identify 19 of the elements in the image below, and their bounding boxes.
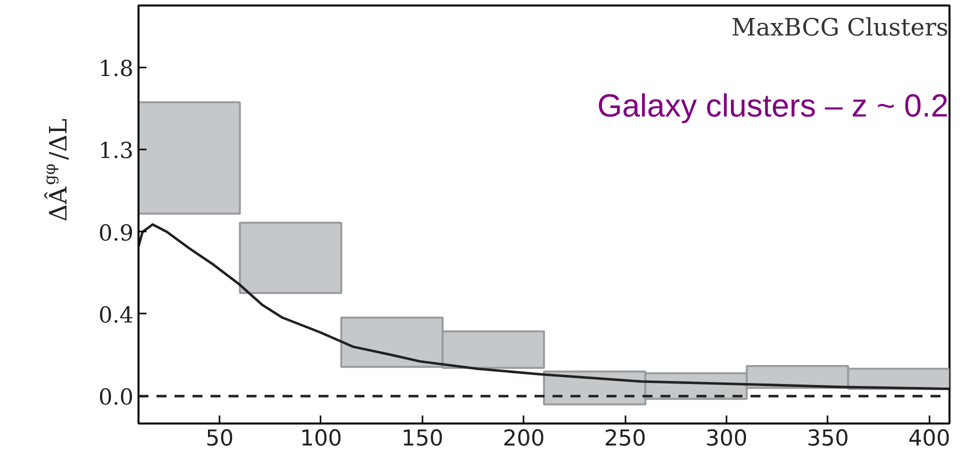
x-tick-label: 150	[401, 426, 444, 452]
x-tick-label: 300	[705, 426, 748, 452]
bar	[238, 222, 342, 294]
y-tick-label: 1.8	[98, 57, 134, 82]
y-axis-title: ΔÂgφ/ΔL	[40, 118, 72, 222]
x-tick-label: 400	[908, 426, 950, 452]
y-tick-label: 1.3	[98, 139, 134, 164]
x-tick-label: 50	[206, 426, 234, 452]
annotation: MaxBCG Clusters	[731, 14, 949, 42]
x-tick-label: 350	[806, 426, 849, 452]
y-tick-label: 0.9	[98, 221, 134, 246]
bar	[138, 101, 241, 215]
y-tick-label: 0.4	[98, 303, 134, 328]
annotation: Galaxy clusters – z ~ 0.2	[597, 88, 948, 124]
x-tick-label: 200	[502, 426, 545, 452]
x-tick-label: 250	[604, 426, 646, 452]
y-tick-label: 0.0	[98, 386, 134, 411]
x-tick-label: 100	[300, 426, 342, 452]
line-series	[138, 223, 950, 390]
